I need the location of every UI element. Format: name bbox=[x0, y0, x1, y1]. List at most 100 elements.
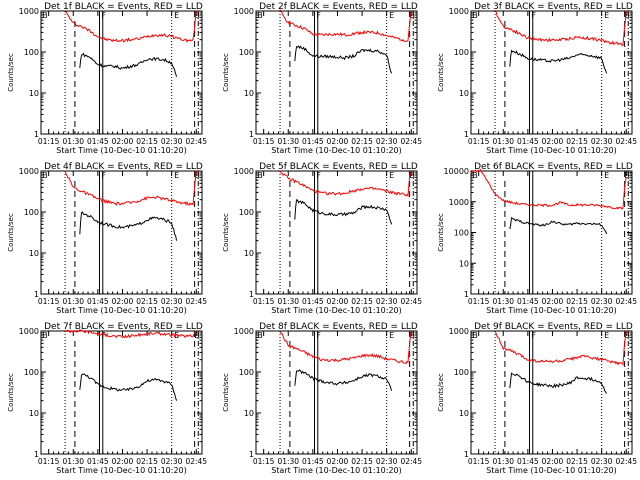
x-tick-label: 01:15 bbox=[253, 297, 275, 306]
x-tick-label: 02:45 bbox=[185, 457, 207, 466]
marker-letter: F bbox=[316, 11, 321, 20]
x-tick-label: 01:30 bbox=[492, 137, 514, 146]
events-series-line bbox=[509, 49, 608, 74]
x-tick-label: 02:15 bbox=[136, 457, 158, 466]
y-axis-label: Counts/sec bbox=[7, 213, 15, 252]
x-tick-label: 01:15 bbox=[253, 137, 275, 146]
x-tick-label: 01:30 bbox=[492, 297, 514, 306]
events-series-line bbox=[79, 52, 178, 77]
marker-letter: E bbox=[174, 171, 179, 180]
x-tick-label: 01:15 bbox=[468, 297, 490, 306]
y-tick-label: 100 bbox=[454, 229, 469, 238]
x-tick-label: 02:45 bbox=[615, 297, 637, 306]
y-tick-label: 1000 bbox=[449, 7, 469, 16]
panel-title: Det 3f BLACK = Events, RED = LLD bbox=[474, 2, 633, 12]
y-axis-label: Counts/sec bbox=[222, 373, 230, 412]
x-tick-label: 02:00 bbox=[542, 137, 564, 146]
y-tick-label: 100 bbox=[239, 208, 254, 217]
x-axis-label: Start Time (10-Dec-10 01:10:20) bbox=[271, 466, 402, 475]
panel-det-6: Det 6f BLACK = Events, RED = LLD 1 10 100 10… bbox=[437, 162, 637, 315]
y-axis-label: Counts/sec bbox=[437, 213, 445, 252]
x-tick-label: 01:45 bbox=[302, 137, 324, 146]
y-tick-label: 10 bbox=[459, 409, 469, 418]
panel-det-2: Det 2f BLACK = Events, RED = LLD 1 10 100 10… bbox=[222, 2, 422, 155]
lld-series-line bbox=[279, 9, 412, 42]
panel-title: Det 7f BLACK = Events, RED = LLD bbox=[44, 322, 203, 332]
x-tick-label: 01:45 bbox=[87, 457, 109, 466]
marker-letter: B bbox=[257, 11, 263, 20]
y-tick-label: 1 bbox=[249, 450, 254, 459]
lld-series-line bbox=[65, 329, 197, 339]
y-tick-label: 10000 bbox=[444, 167, 469, 176]
lld-series-line bbox=[494, 9, 627, 47]
x-tick-label: 02:15 bbox=[351, 137, 373, 146]
x-tick-label: 02:00 bbox=[112, 137, 134, 146]
y-tick-label: 10 bbox=[459, 89, 469, 98]
x-tick-label: 02:45 bbox=[400, 137, 422, 146]
marker-letter: E bbox=[174, 331, 179, 340]
marker-letter: B bbox=[472, 171, 478, 180]
x-axis-label: Start Time (10-Dec-10 01:10:20) bbox=[486, 146, 617, 155]
panel-title: Det 5f BLACK = Events, RED = LLD bbox=[259, 162, 418, 172]
y-tick-label: 100 bbox=[239, 48, 254, 57]
x-tick-label: 02:15 bbox=[351, 457, 373, 466]
panel-det-3: Det 3f BLACK = Events, RED = LLD 1 10 100 10… bbox=[437, 2, 637, 155]
x-axis-label: Start Time (10-Dec-10 01:10:20) bbox=[486, 466, 617, 475]
marker-letter: B bbox=[409, 331, 415, 340]
x-tick-label: 02:30 bbox=[161, 137, 183, 146]
marker-letter: B bbox=[194, 331, 200, 340]
marker-letter: F bbox=[316, 171, 321, 180]
x-tick-label: 01:45 bbox=[517, 457, 539, 466]
lld-series-line bbox=[494, 330, 627, 367]
marker-letter: B bbox=[472, 11, 478, 20]
x-tick-label: 01:15 bbox=[38, 137, 60, 146]
y-tick-label: 100 bbox=[24, 48, 39, 57]
events-series-line bbox=[509, 372, 608, 394]
x-tick-label: 02:45 bbox=[400, 297, 422, 306]
marker-letter: F bbox=[101, 171, 106, 180]
y-tick-label: 10 bbox=[244, 409, 254, 418]
marker-letter: E bbox=[389, 171, 394, 180]
x-tick-label: 02:15 bbox=[136, 137, 158, 146]
y-tick-label: 1 bbox=[34, 130, 39, 139]
y-tick-label: 1000 bbox=[449, 327, 469, 336]
plot-frame bbox=[40, 330, 203, 455]
events-series-line bbox=[509, 216, 608, 235]
panel-det-5: Det 5f BLACK = Events, RED = LLD 1 10 100 10… bbox=[222, 162, 422, 315]
y-axis-label: Counts/sec bbox=[437, 373, 445, 412]
lld-series-line bbox=[64, 10, 197, 43]
y-tick-label: 100 bbox=[24, 208, 39, 217]
marker-letter: F bbox=[101, 11, 106, 20]
panel-det-8: Det 8f BLACK = Events, RED = LLD 1 10 100 10… bbox=[222, 322, 422, 475]
marker-letter: F bbox=[531, 11, 536, 20]
y-tick-label: 1000 bbox=[234, 7, 254, 16]
y-axis-label: Counts/sec bbox=[437, 53, 445, 92]
x-tick-label: 01:30 bbox=[277, 137, 299, 146]
marker-letter: E bbox=[389, 11, 394, 20]
y-tick-label: 100 bbox=[24, 368, 39, 377]
x-tick-label: 02:45 bbox=[400, 457, 422, 466]
x-axis-label: Start Time (10-Dec-10 01:10:20) bbox=[271, 146, 402, 155]
panel-det-4: Det 4f BLACK = Events, RED = LLD 1 10 100 10… bbox=[7, 162, 207, 315]
x-axis-label: Start Time (10-Dec-10 01:10:20) bbox=[56, 306, 187, 315]
x-tick-label: 01:30 bbox=[277, 457, 299, 466]
plot-frame bbox=[255, 10, 418, 135]
marker-letter: B bbox=[624, 171, 630, 180]
x-tick-label: 02:00 bbox=[542, 297, 564, 306]
x-tick-label: 01:45 bbox=[517, 137, 539, 146]
marker-letter: B bbox=[257, 171, 263, 180]
x-tick-label: 02:15 bbox=[566, 457, 588, 466]
events-series-line bbox=[79, 373, 178, 401]
panel-det-7: Det 7f BLACK = Events, RED = LLD 1 10 100 10… bbox=[7, 322, 207, 475]
marker-letter: B bbox=[42, 171, 48, 180]
x-tick-label: 02:45 bbox=[615, 137, 637, 146]
y-axis-label: Counts/sec bbox=[7, 373, 15, 412]
marker-letter: B bbox=[624, 331, 630, 340]
y-tick-label: 1000 bbox=[449, 198, 469, 207]
x-tick-label: 01:30 bbox=[277, 297, 299, 306]
marker-letter: B bbox=[194, 11, 200, 20]
plot-frame bbox=[255, 170, 418, 295]
x-tick-label: 02:45 bbox=[185, 137, 207, 146]
y-tick-label: 1000 bbox=[234, 327, 254, 336]
